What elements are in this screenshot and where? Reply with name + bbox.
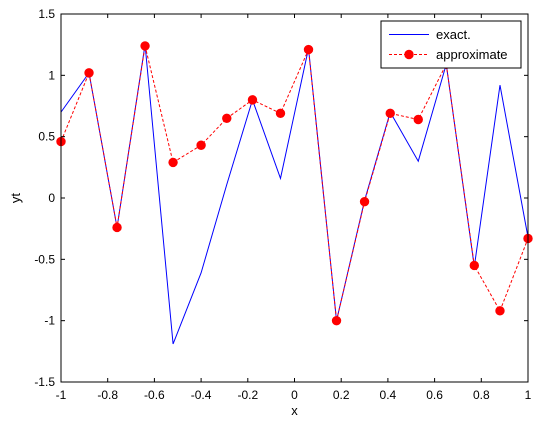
data-point-approximate (168, 157, 178, 168)
data-point-approximate (303, 44, 314, 55)
x-tick-label: -0.8 (97, 388, 118, 402)
plot-area (61, 14, 528, 382)
y-tick-label: 0 (48, 191, 55, 205)
x-tick-label: 1 (525, 388, 532, 402)
y-tick-label: 1.5 (38, 7, 55, 21)
data-point-approximate (359, 196, 370, 207)
data-point-approximate (385, 108, 395, 119)
y-tick-label: 1 (48, 68, 55, 82)
series-line-approximate (60, 45, 529, 321)
data-point-approximate (222, 113, 232, 123)
x-tick-label: 0.2 (333, 388, 350, 402)
legend: exact. approximate (380, 20, 522, 69)
y-axis-title: yt (8, 193, 23, 204)
legend-marker-approximate (404, 49, 414, 60)
data-point-approximate (84, 68, 94, 78)
data-point-approximate (247, 95, 258, 105)
data-point-approximate (112, 222, 122, 233)
x-tick-label: -0.4 (191, 388, 212, 402)
legend-box (380, 20, 522, 69)
x-tick-label: -0.2 (237, 388, 258, 402)
legend-label-exact: exact. (436, 27, 471, 42)
data-point-approximate (275, 108, 286, 119)
data-point-approximate (469, 260, 479, 271)
x-tick-label: 0.4 (380, 388, 397, 402)
data-point-approximate (495, 306, 505, 316)
data-point-approximate (413, 114, 423, 125)
series-layer (56, 41, 533, 345)
series-approximate (56, 41, 533, 326)
y-tick-label: -0.5 (34, 252, 55, 266)
x-tick-label: -1 (56, 388, 67, 402)
tick-layer: -1 -0.8 -0.6 -0.4 -0.2 0 0.2 0.4 0.6 0.8 1-1.5-1-0… (34, 7, 531, 402)
legend-label-approximate: approximate (436, 47, 508, 62)
data-point-approximate (196, 140, 206, 150)
x-tick-label: 0.8 (473, 388, 490, 402)
data-point-approximate (331, 315, 342, 326)
x-tick-label: 0.6 (426, 388, 443, 402)
y-tick-label: -1.5 (34, 375, 55, 389)
y-tick-label: 0.5 (38, 130, 55, 144)
y-tick-label: -1 (44, 314, 55, 328)
x-tick-label: -0.6 (144, 388, 165, 402)
x-tick-label: 0 (291, 388, 298, 402)
data-point-approximate (140, 41, 150, 51)
x-axis-title: x (291, 403, 298, 418)
